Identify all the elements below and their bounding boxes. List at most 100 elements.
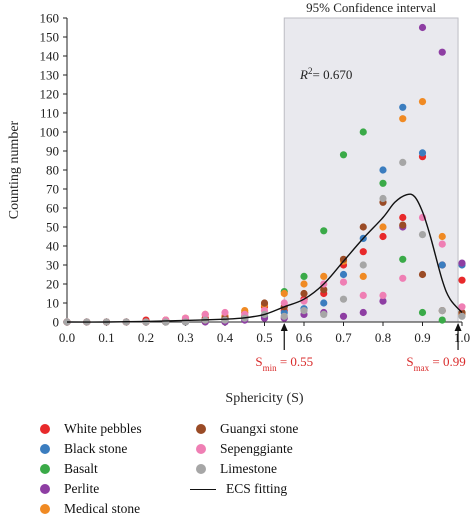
s-min-arrowhead (280, 323, 288, 331)
y-tick-label: 150 (40, 30, 60, 45)
x-tick-label: 0.0 (59, 330, 75, 345)
data-point (418, 308, 427, 317)
legend-label: Sepenggiante (220, 441, 293, 456)
data-point (379, 232, 387, 241)
y-tick-label: 0 (53, 315, 60, 330)
data-point (339, 312, 348, 320)
data-point (379, 297, 387, 305)
legend-label: Basalt (64, 461, 98, 476)
x-tick-label: 0.6 (296, 330, 313, 345)
y-tick-label: 160 (40, 11, 60, 26)
data-point (359, 248, 367, 256)
data-point (399, 213, 407, 222)
legend-dot-swatch (40, 444, 50, 454)
legend-label: Limestone (220, 461, 277, 476)
data-point (379, 223, 387, 231)
y-axis-title: Counting number (7, 120, 22, 219)
legend-item-limestone: Limestone (196, 460, 277, 478)
data-point (280, 289, 288, 298)
x-tick-label: 1.0 (454, 330, 470, 345)
x-tick-label: 0.2 (138, 330, 154, 345)
data-point (458, 312, 466, 320)
data-point (320, 227, 328, 235)
data-point (458, 276, 466, 284)
s-min-subscript: min (263, 363, 278, 373)
data-point (458, 259, 466, 267)
data-point (458, 303, 466, 311)
data-point (300, 289, 308, 298)
data-point (260, 299, 269, 307)
legend-item-black-stone: Black stone (40, 440, 127, 458)
data-point (359, 272, 367, 280)
x-tick-label: 0.3 (177, 330, 193, 345)
data-point (300, 272, 308, 280)
data-point (399, 115, 407, 123)
legend-label: Perlite (64, 481, 100, 496)
legend-dot-swatch (40, 464, 50, 474)
data-point (339, 278, 348, 286)
legend-label: Medical stone (64, 501, 141, 516)
s-min-marker: Smin = 0.55 (255, 323, 313, 373)
s-max-subscript: max (414, 363, 430, 373)
data-point (320, 286, 328, 294)
data-point (418, 270, 427, 279)
s-min-prefix: S (255, 354, 262, 369)
data-point (280, 312, 288, 320)
data-point (339, 270, 348, 279)
y-tick-label: 80 (46, 163, 59, 178)
data-point (399, 103, 407, 111)
data-point (438, 261, 446, 269)
data-point (300, 280, 308, 288)
data-point (379, 166, 387, 174)
s-max-value: = 0.99 (429, 354, 466, 369)
legend: White pebbles Black stone Basalt Perlite Med… (40, 420, 460, 520)
data-point (438, 307, 446, 315)
y-tick-label: 20 (46, 277, 59, 292)
legend-dot-swatch (196, 444, 206, 454)
data-point (162, 318, 170, 326)
legend-item-basalt: Basalt (40, 460, 98, 478)
legend-item-white-pebbles: White pebbles (40, 420, 142, 438)
r-squared-value: = 0.670 (313, 67, 353, 82)
legend-label: Black stone (64, 441, 128, 456)
legend-label: ECS fitting (226, 481, 288, 496)
data-point (418, 149, 427, 157)
legend-item-ecs-fitting: ECS fitting (190, 480, 288, 498)
data-point (379, 179, 387, 187)
data-point (418, 98, 427, 106)
data-point (359, 128, 367, 136)
data-point (359, 261, 367, 269)
y-tick-label: 100 (40, 125, 60, 140)
legend-dot-swatch (40, 424, 50, 434)
legend-item-sepenggiante: Sepenggiante (196, 440, 293, 458)
legend-dot-swatch (40, 504, 50, 514)
ecs-fitting-curve (66, 193, 463, 323)
x-tick-label: 0.7 (335, 330, 352, 345)
data-point (320, 272, 328, 280)
data-point (438, 316, 446, 324)
data-point (418, 231, 427, 239)
data-point (399, 274, 407, 282)
r-squared-symbol: R (299, 67, 308, 82)
data-point (359, 291, 367, 299)
data-point (438, 232, 446, 241)
legend-item-medical-stone: Medical stone (40, 500, 140, 518)
data-point (221, 308, 229, 317)
x-tick-label: 0.1 (98, 330, 114, 345)
x-axis-title: Sphericity (S) (225, 391, 303, 406)
s-max-prefix: S (406, 354, 413, 369)
y-tick-label: 140 (40, 49, 60, 64)
r-squared-superscript: 2 (308, 66, 313, 76)
s-max-arrowhead (454, 323, 462, 331)
data-point (438, 240, 446, 248)
s-max-label: Smax = 0.99 (406, 354, 465, 373)
data-point (320, 310, 328, 318)
data-point (399, 255, 407, 263)
x-tick-label: 0.4 (217, 330, 234, 345)
data-point (339, 295, 348, 303)
legend-label: Guangxi stone (220, 421, 299, 436)
s-max-marker: Smax = 0.99 (406, 323, 466, 373)
confidence-interval-region (283, 17, 459, 323)
data-point (339, 255, 348, 263)
y-tick-label: 90 (46, 144, 59, 159)
